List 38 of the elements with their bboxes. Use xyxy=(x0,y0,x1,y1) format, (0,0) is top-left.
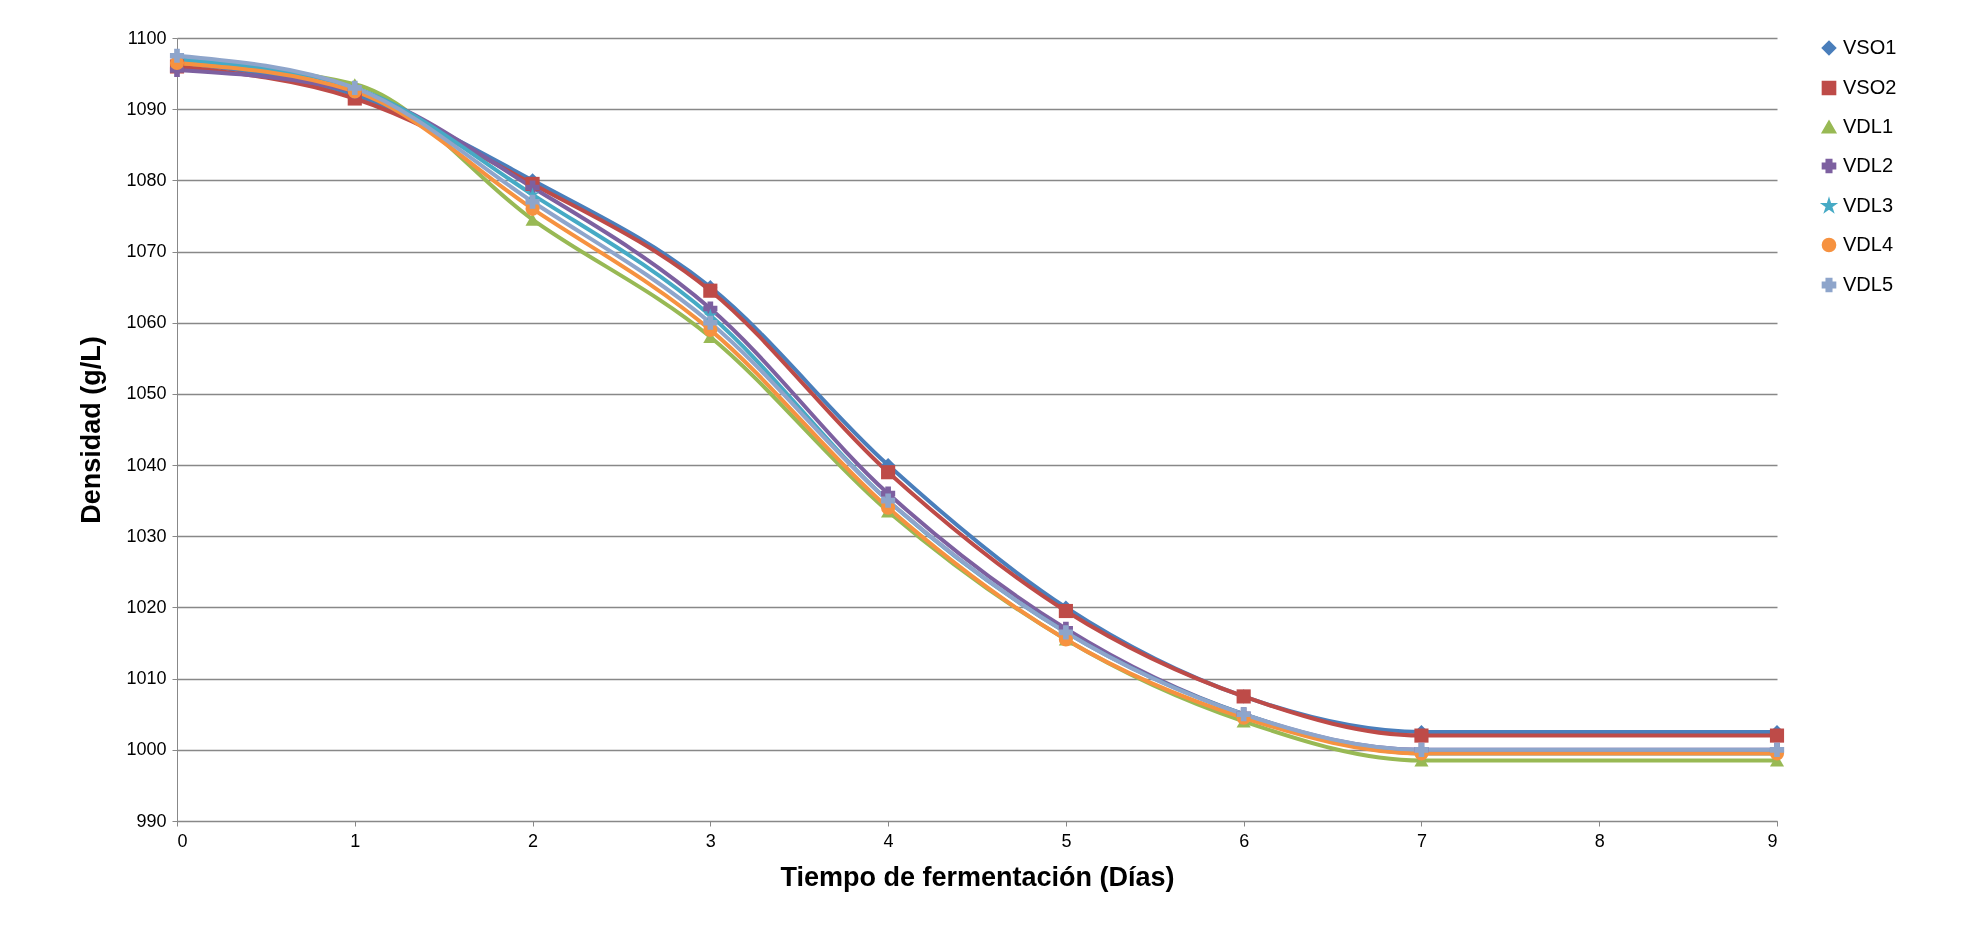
y-tick-label: 1030 xyxy=(126,525,167,546)
x-tick-label: 7 xyxy=(1416,830,1427,851)
y-tick-label: 1080 xyxy=(126,169,167,190)
y-tick-label: 1090 xyxy=(126,98,167,119)
legend-label: VDL5 xyxy=(1843,273,1894,295)
legend-label: VDL2 xyxy=(1843,154,1894,176)
x-tick-label: 4 xyxy=(883,830,894,851)
x-tick-label: 9 xyxy=(1767,830,1778,851)
x-tick-label: 1 xyxy=(350,830,361,851)
x-tick-label: 2 xyxy=(528,830,539,851)
y-tick-label: 1010 xyxy=(126,668,167,689)
y-axis-title: Densidad (g/L) xyxy=(76,336,107,524)
y-tick-label: 990 xyxy=(136,810,167,831)
y-tick-label: 1020 xyxy=(126,596,167,617)
legend-label: VDL1 xyxy=(1843,115,1894,137)
y-tick-label: 1040 xyxy=(126,454,167,475)
x-tick-label: 0 xyxy=(177,830,188,851)
point xyxy=(169,48,185,63)
point xyxy=(881,465,896,480)
legend-label: VSO2 xyxy=(1843,76,1897,98)
legend-label: VDL4 xyxy=(1843,233,1894,255)
y-tick-label: 1000 xyxy=(126,739,167,760)
x-tick-label: 8 xyxy=(1594,830,1605,851)
legend-label: VDL3 xyxy=(1843,194,1894,216)
x-tick-label: 5 xyxy=(1061,830,1072,851)
point xyxy=(703,315,718,330)
y-tick-label: 1100 xyxy=(127,27,167,48)
x-tick-label: 6 xyxy=(1239,830,1250,851)
point xyxy=(1414,728,1429,743)
y-tick-label: 1070 xyxy=(126,241,167,262)
y-tick-label: 1060 xyxy=(126,312,167,333)
legend-label: VSO1 xyxy=(1843,36,1897,58)
x-tick-label: 3 xyxy=(705,830,716,851)
point xyxy=(525,194,540,209)
point xyxy=(1769,728,1785,743)
x-axis-title: Tiempo de fermentación (Días) xyxy=(780,861,1175,892)
point xyxy=(525,213,540,226)
y-tick-label: 1050 xyxy=(126,383,167,404)
